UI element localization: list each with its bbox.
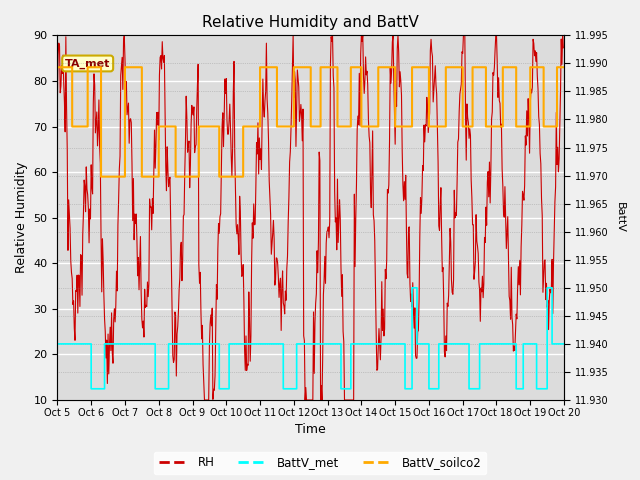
X-axis label: Time: Time xyxy=(295,423,326,436)
Y-axis label: Relative Humidity: Relative Humidity xyxy=(15,162,28,273)
Text: TA_met: TA_met xyxy=(65,59,110,69)
Title: Relative Humidity and BattV: Relative Humidity and BattV xyxy=(202,15,419,30)
Y-axis label: BattV: BattV xyxy=(615,202,625,233)
Legend: RH, BattV_met, BattV_soilco2: RH, BattV_met, BattV_soilco2 xyxy=(154,452,486,474)
